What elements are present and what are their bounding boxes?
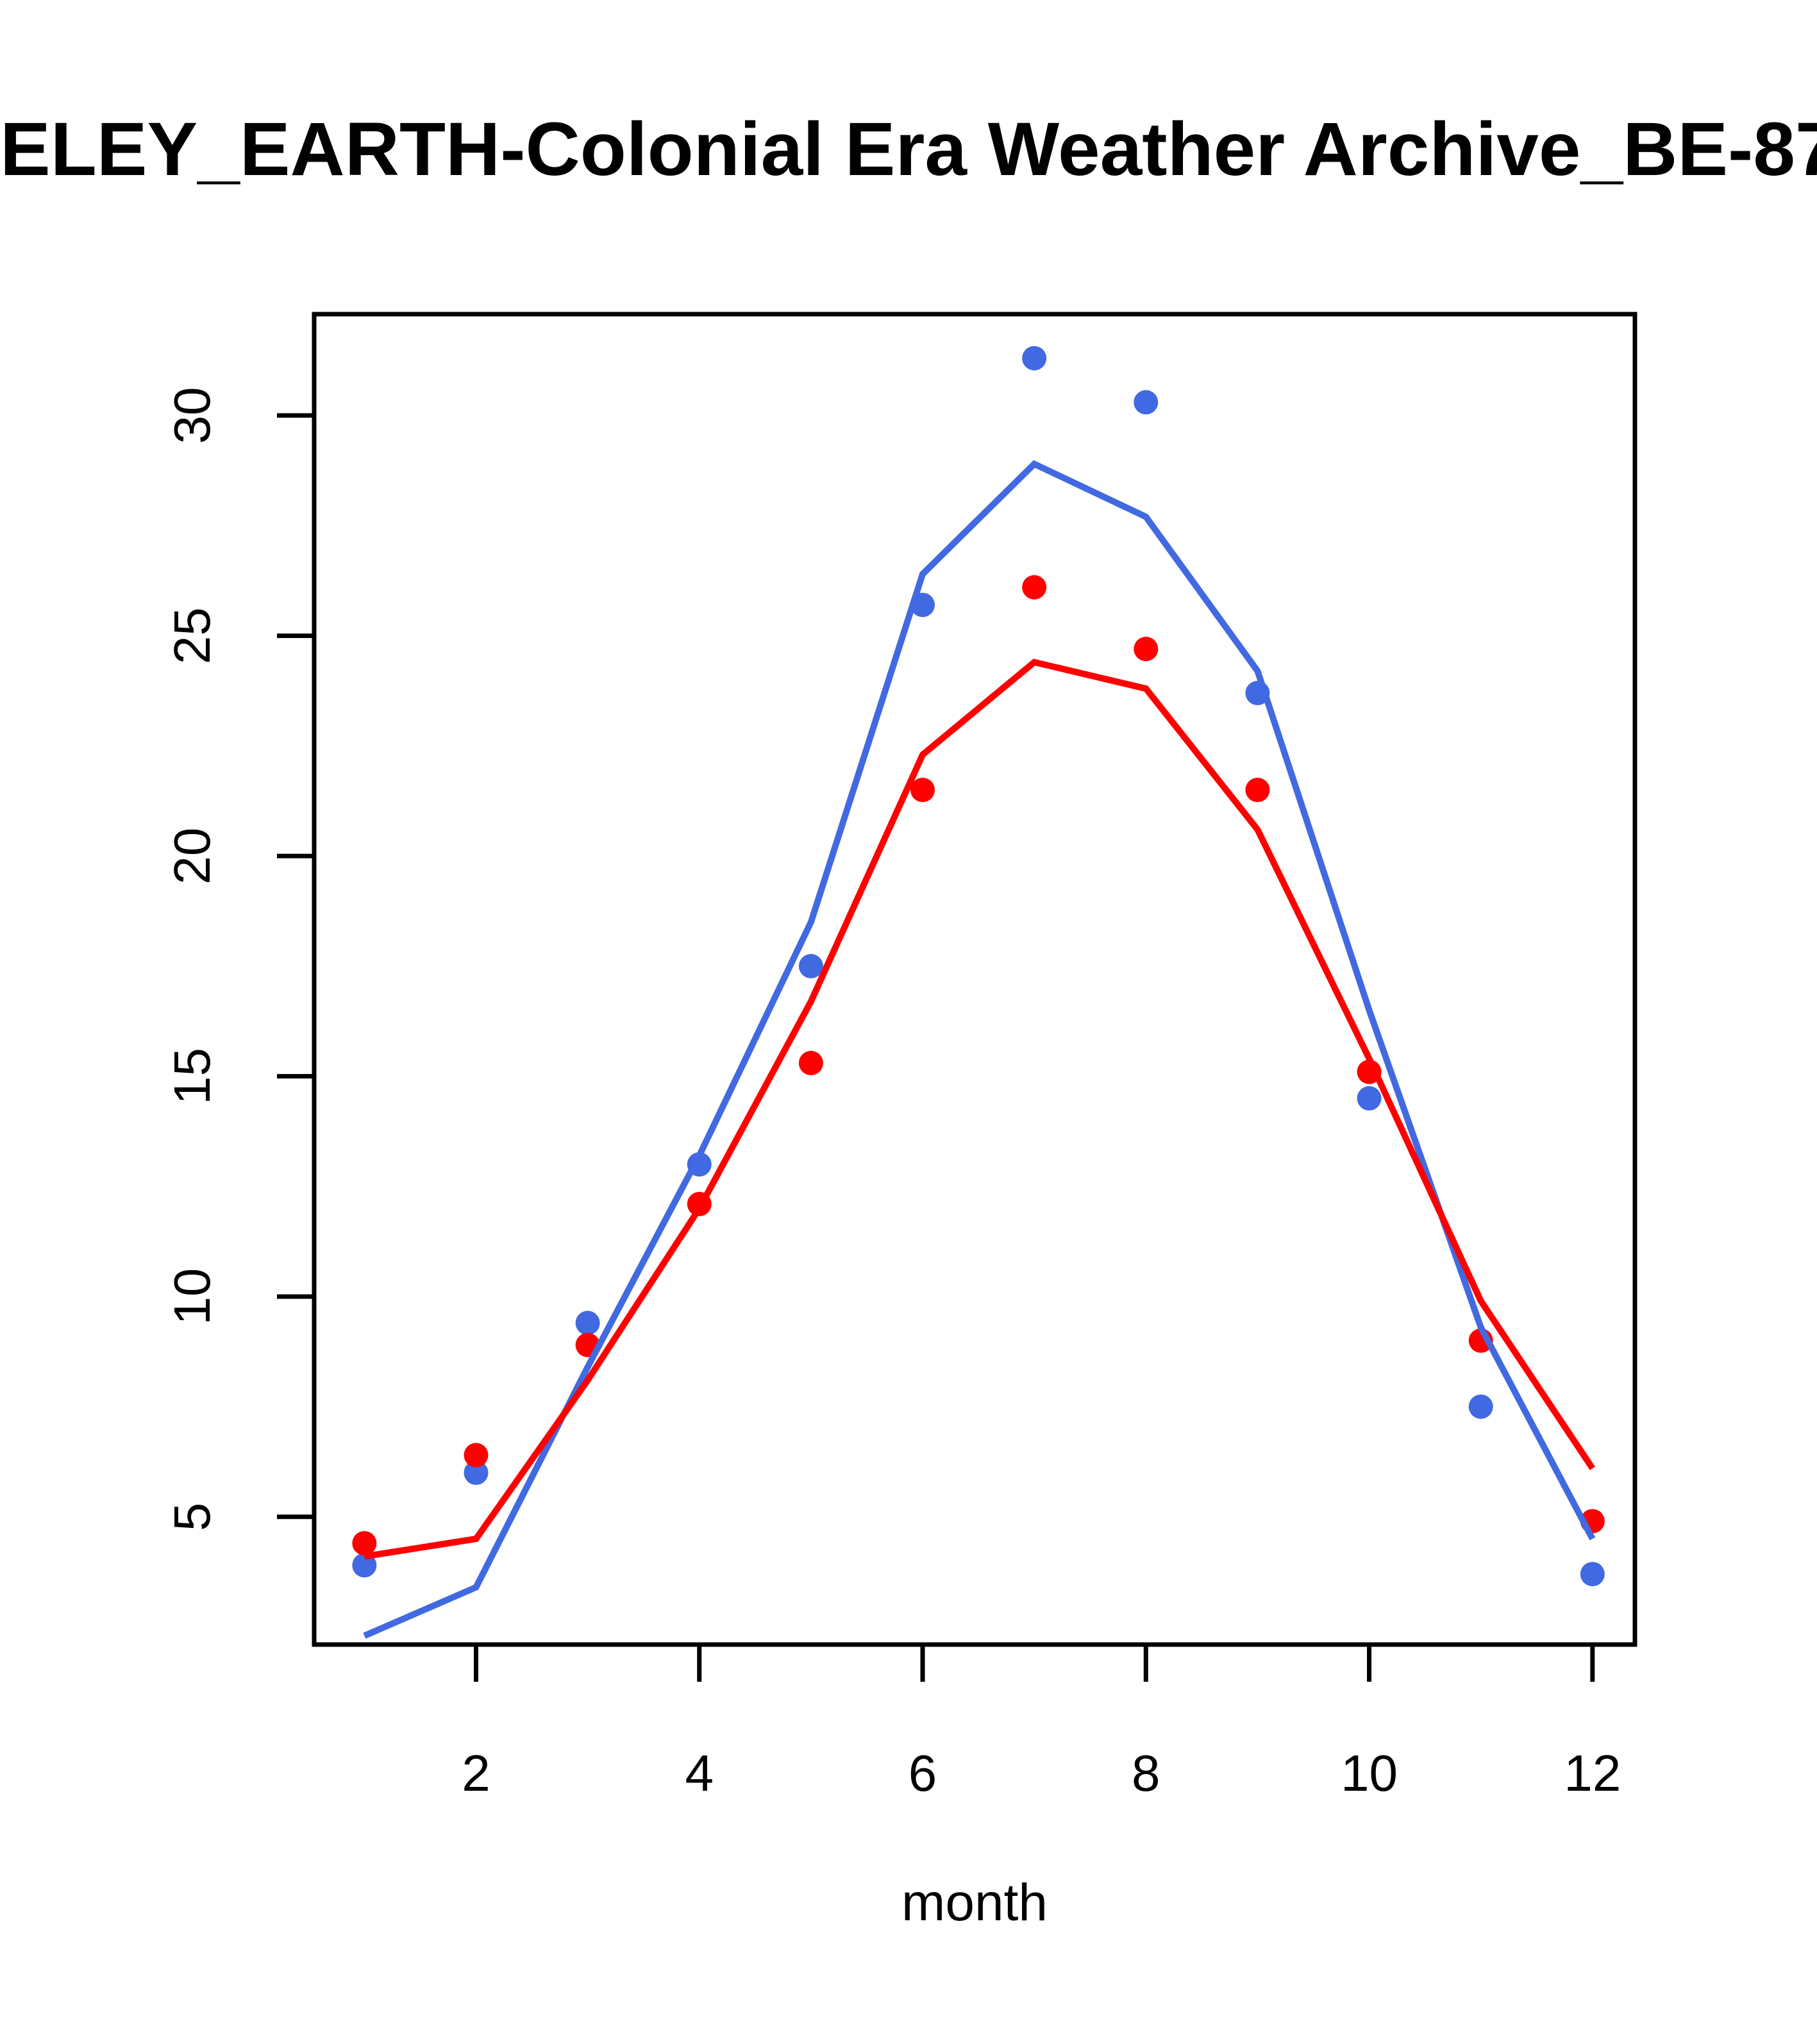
data-point-red_points-m9 xyxy=(1245,778,1270,803)
fit-line-blue_line xyxy=(363,460,1596,1639)
data-point-blue_points-m7 xyxy=(1022,346,1047,371)
data-point-red_points-m8 xyxy=(1134,637,1159,662)
fit-line-red_line xyxy=(364,658,1595,1560)
x-axis-tick-label: 4 xyxy=(685,1745,714,1802)
x-axis-tick-label: 10 xyxy=(1341,1745,1398,1802)
data-point-red_points-m1 xyxy=(352,1530,377,1555)
x-axis-tick-label: 12 xyxy=(1564,1745,1621,1802)
data-point-blue_points-m10 xyxy=(1357,1086,1382,1111)
chart-title: ELEY_EARTH-Colonial Era Weather Archive_… xyxy=(0,107,1817,192)
data-point-red_points-m7 xyxy=(1022,574,1047,599)
data-point-red_points-m5 xyxy=(798,1051,823,1076)
data-point-blue_points-m3 xyxy=(575,1311,600,1336)
data-point-blue_points-m12 xyxy=(1580,1562,1605,1587)
y-axis-tick-label: 5 xyxy=(163,1502,221,1531)
x-axis-tick-label: 6 xyxy=(908,1745,937,1802)
data-point-blue_points-m11 xyxy=(1468,1394,1493,1419)
y-axis-tick-label: 30 xyxy=(163,387,221,444)
y-axis-tick-label: 10 xyxy=(163,1268,221,1325)
data-point-blue_points-m1 xyxy=(352,1553,377,1578)
plot-box xyxy=(312,312,1637,1647)
data-point-blue_points-m5 xyxy=(798,953,823,978)
y-axis-tick-label: 25 xyxy=(163,607,221,664)
x-axis-tick-label: 2 xyxy=(462,1745,490,1802)
data-point-blue_points-m2 xyxy=(464,1461,489,1486)
y-axis-tick-label: 15 xyxy=(163,1048,221,1105)
data-point-red_points-m6 xyxy=(910,778,935,803)
x-axis-label: month xyxy=(901,1873,1048,1932)
data-point-blue_points-m8 xyxy=(1134,390,1159,415)
data-point-red_points-m2 xyxy=(464,1443,489,1468)
x-axis-tick-label: 8 xyxy=(1132,1745,1160,1802)
y-axis-tick-label: 20 xyxy=(163,828,221,885)
